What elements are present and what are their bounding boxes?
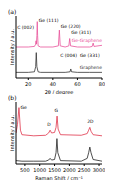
- svg-text:2θ / degree: 2θ / degree: [45, 89, 74, 94]
- svg-text:40: 40: [50, 81, 56, 87]
- svg-text:Intensity / a.u.: Intensity / a.u.: [9, 115, 16, 151]
- svg-text:1500: 1500: [48, 167, 61, 173]
- svg-text:Ge (220): Ge (220): [61, 24, 81, 29]
- svg-text:Ge (331): Ge (331): [80, 53, 100, 58]
- svg-text:2D: 2D: [87, 119, 94, 124]
- svg-text:20: 20: [25, 81, 31, 87]
- html-text:(b): (b): [8, 94, 17, 101]
- svg-text:Ge (311): Ge (311): [71, 30, 91, 35]
- svg-text:500: 500: [20, 167, 30, 173]
- svg-text:Ge (111): Ge (111): [39, 18, 59, 23]
- html-text:(a): (a): [8, 8, 17, 15]
- svg-text:Ge-Graphene: Ge-Graphene: [72, 38, 102, 43]
- svg-text:Raman Shift / cm⁻¹: Raman Shift / cm⁻¹: [35, 175, 83, 180]
- svg-text:80: 80: [99, 81, 105, 87]
- svg-text:2000: 2000: [63, 167, 76, 173]
- svg-text:Ge: Ge: [20, 105, 26, 110]
- svg-text:3000: 3000: [93, 167, 105, 173]
- svg-text:Intensity / a.u.: Intensity / a.u.: [9, 29, 16, 65]
- svg-text:2500: 2500: [78, 167, 91, 173]
- svg-text:Graphene: Graphene: [80, 65, 102, 70]
- svg-text:G: G: [55, 108, 59, 113]
- svg-text:D: D: [47, 122, 51, 127]
- svg-text:C (002): C (002): [17, 25, 34, 30]
- svg-text:1000: 1000: [33, 167, 46, 173]
- svg-text:C (004): C (004): [60, 53, 77, 58]
- svg-text:60: 60: [74, 81, 80, 87]
